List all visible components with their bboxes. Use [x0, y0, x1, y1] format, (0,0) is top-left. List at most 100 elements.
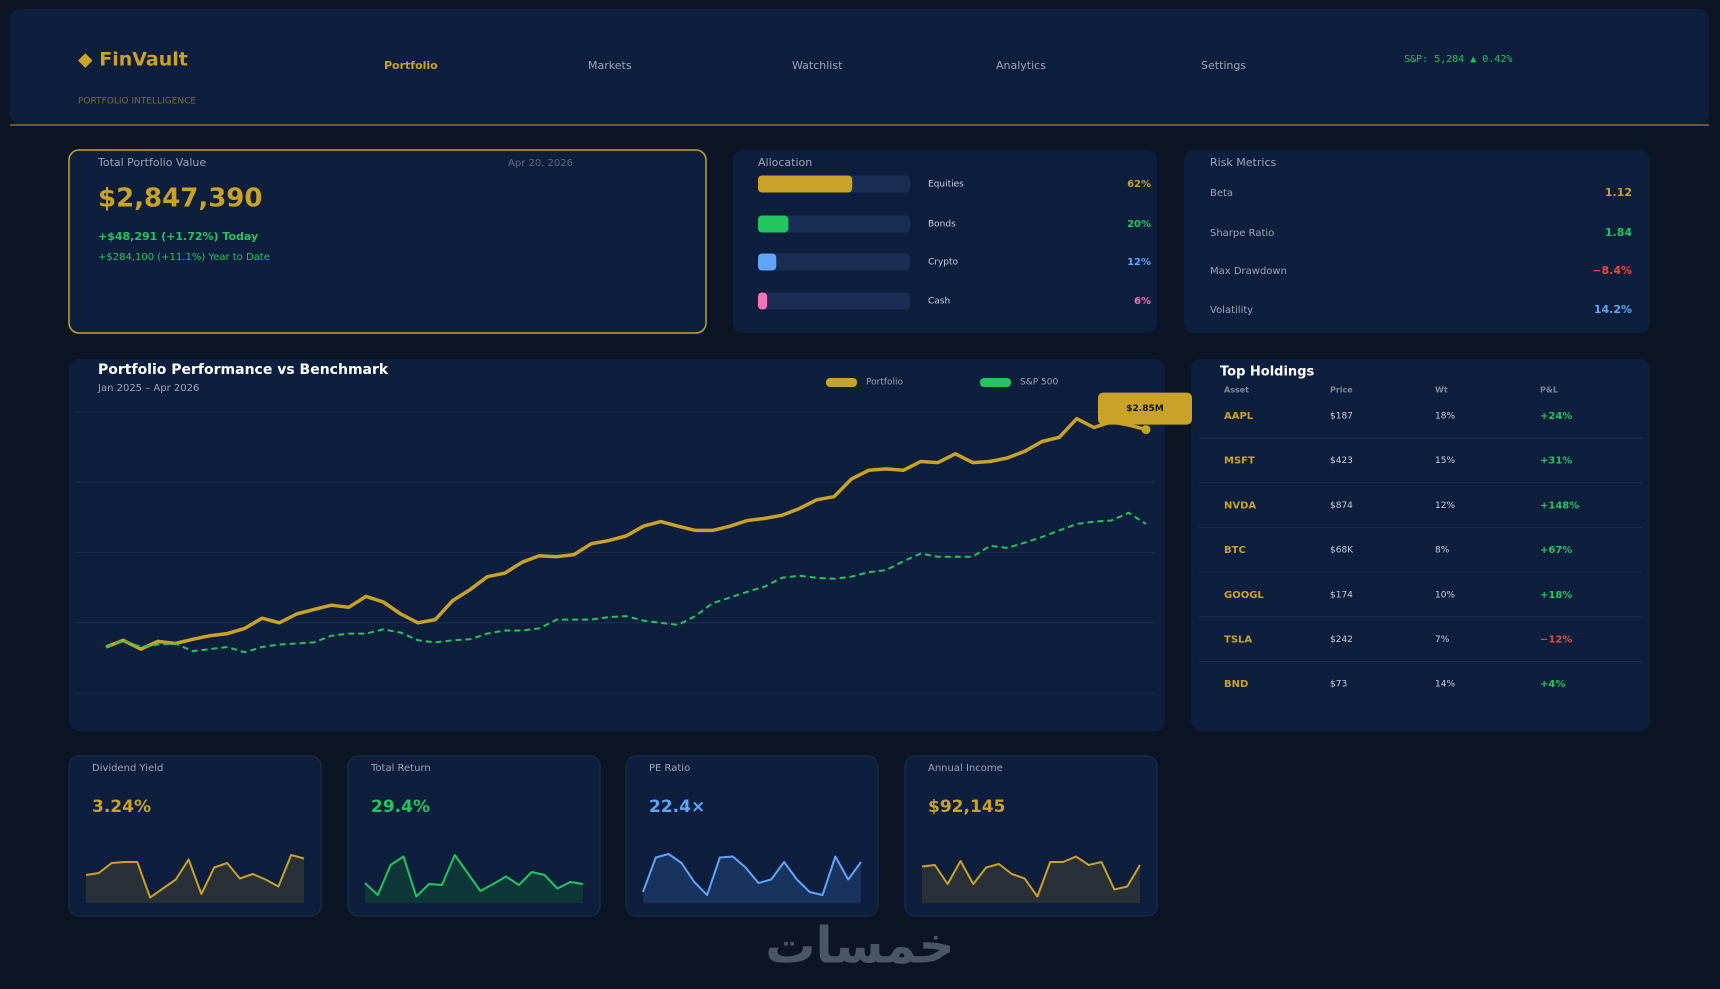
risk-value: 1.12: [1605, 186, 1632, 199]
ticker: S&P: 5,284 ▲ 0.42%: [1404, 54, 1512, 65]
legend-label: Portfolio: [866, 378, 904, 388]
allocation-track: [758, 253, 910, 271]
nav-item[interactable]: Settings: [1201, 59, 1246, 72]
kpi-label: Annual Income: [928, 763, 1003, 774]
column-header: Asset: [1224, 386, 1249, 395]
risk-card: [1184, 150, 1650, 333]
nav-item[interactable]: Markets: [588, 59, 632, 72]
allocation-name: Bonds: [928, 220, 956, 230]
kpi-label: Dividend Yield: [92, 763, 163, 774]
kpi-value: 22.4×: [649, 797, 705, 817]
legend-swatch: [980, 378, 1011, 387]
holdings-panel: [1191, 359, 1650, 731]
holding-cell: GOOGL: [1224, 590, 1264, 601]
allocation-value: 12%: [1127, 257, 1151, 268]
brand-subtitle: PORTFOLIO INTELLIGENCE: [78, 97, 196, 107]
holding-cell: $874: [1330, 501, 1353, 511]
risk-value: 1.84: [1605, 226, 1632, 239]
holding-cell: +148%: [1540, 500, 1579, 511]
nav-item[interactable]: Analytics: [996, 59, 1046, 72]
kpi-label: PE Ratio: [649, 763, 690, 774]
card-date: Apr 20, 2026: [508, 158, 573, 169]
tooltip: [1098, 392, 1192, 425]
holding-cell: +4%: [1540, 679, 1565, 690]
end-point: [1141, 425, 1151, 435]
portfolio-value: $2,847,390: [98, 184, 262, 214]
series-line: [105, 511, 1147, 654]
holding-cell: 15%: [1435, 456, 1455, 466]
sparkline: [642, 853, 862, 896]
chart-subtitle: Jan 2025 – Apr 2026: [97, 383, 199, 394]
holding-cell: 10%: [1435, 590, 1455, 600]
legend-label: S&P 500: [1020, 378, 1058, 388]
risk-value: 14.2%: [1594, 303, 1632, 316]
holding-cell: AAPL: [1224, 411, 1254, 422]
holding-cell: −12%: [1540, 635, 1572, 646]
holding-cell: BTC: [1224, 545, 1246, 556]
holding-cell: 14%: [1435, 680, 1455, 690]
column-header: Price: [1330, 386, 1353, 395]
sparkline: [85, 854, 305, 899]
sparkline-area: [643, 854, 861, 903]
risk-label: Max Drawdown: [1210, 266, 1287, 277]
allocation-value: 62%: [1127, 179, 1151, 190]
nav-item[interactable]: Portfolio: [384, 59, 438, 72]
holding-cell: 12%: [1435, 501, 1455, 511]
portfolio-card: [68, 149, 707, 334]
holding-cell: 8%: [1435, 546, 1450, 556]
holding-cell: +18%: [1540, 590, 1572, 601]
card-label: Risk Metrics: [1210, 156, 1276, 169]
card-label: Allocation: [758, 156, 812, 169]
allocation-value: 6%: [1134, 296, 1151, 307]
allocation-name: Equities: [928, 180, 964, 190]
kpi-value: 29.4%: [371, 797, 430, 817]
risk-label: Sharpe Ratio: [1210, 228, 1274, 239]
column-header: P&L: [1540, 386, 1558, 395]
holding-cell: +31%: [1540, 456, 1572, 467]
sparkline: [364, 854, 584, 898]
sparkline: [921, 855, 1141, 898]
holding-cell: 7%: [1435, 635, 1450, 645]
card-label: Total Portfolio Value: [97, 156, 206, 169]
holding-cell: NVDA: [1224, 500, 1256, 511]
allocation-track: [758, 215, 910, 233]
today-change: +$48,291 (+1.72%) Today: [98, 230, 258, 243]
watermark: خمسات: [765, 917, 954, 975]
ytd-change: +$284,100 (+11.1%) Year to Date: [98, 252, 270, 263]
allocation-bar: [758, 292, 768, 310]
holding-cell: 18%: [1435, 412, 1455, 422]
chart-panel: [69, 359, 1165, 731]
series-line: [105, 416, 1147, 651]
legend-swatch: [826, 378, 857, 387]
nav-item[interactable]: Watchlist: [792, 59, 843, 72]
allocation-value: 20%: [1127, 219, 1151, 230]
holdings-title: Top Holdings: [1220, 365, 1314, 380]
holding-cell: +24%: [1540, 411, 1572, 422]
header-panel: [10, 9, 1709, 124]
holding-cell: TSLA: [1224, 635, 1252, 646]
kpi-value: 3.24%: [92, 797, 151, 817]
allocation-name: Cash: [928, 297, 950, 307]
sparkline-area: [922, 856, 1140, 903]
allocation-card: [733, 150, 1157, 333]
allocation-bar: [758, 215, 789, 233]
holding-cell: $73: [1330, 680, 1347, 690]
holding-cell: $68K: [1330, 546, 1354, 556]
holding-cell: $242: [1330, 635, 1353, 645]
risk-value: −8.4%: [1592, 264, 1632, 277]
sparkline-area: [365, 855, 583, 903]
chart-title: Portfolio Performance vs Benchmark: [98, 362, 389, 378]
kpi-value: $92,145: [928, 797, 1005, 817]
allocation-bar: [758, 175, 853, 193]
allocation-name: Crypto: [928, 258, 959, 268]
risk-label: Beta: [1210, 188, 1233, 199]
holding-cell: $423: [1330, 456, 1353, 466]
holding-cell: $174: [1330, 590, 1353, 600]
brand: ◆ FinVault: [78, 49, 188, 71]
holding-cell: MSFT: [1224, 456, 1255, 467]
holding-cell: $187: [1330, 412, 1353, 422]
risk-label: Volatility: [1210, 305, 1253, 316]
tooltip-label: $2.85M: [1126, 404, 1163, 414]
column-header: Wt: [1435, 386, 1448, 395]
